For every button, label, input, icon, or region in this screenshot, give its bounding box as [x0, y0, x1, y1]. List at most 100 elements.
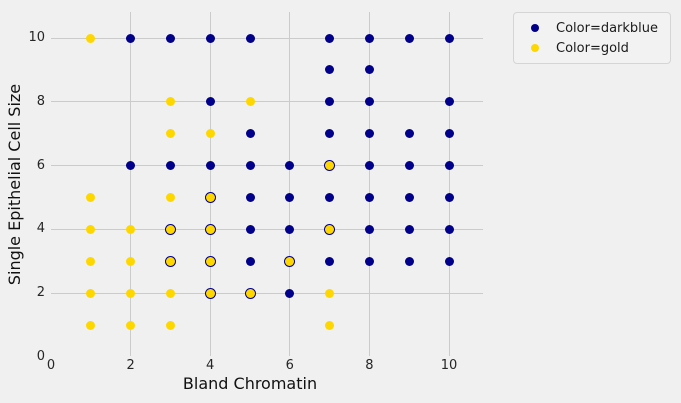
x-tick-label: 6 — [285, 358, 294, 373]
y-axis-label: Single Epithelial Cell Size — [5, 83, 25, 285]
data-point-gold — [86, 224, 96, 234]
data-point-darkblue — [325, 193, 335, 202]
gridline-vertical — [448, 12, 450, 356]
data-point-gold — [325, 288, 335, 298]
legend: Color=darkblue Color=gold — [513, 12, 671, 64]
data-point-gold — [165, 193, 175, 202]
data-point-gold — [245, 288, 255, 298]
data-point-gold — [86, 288, 96, 298]
legend-label-darkblue: Color=darkblue — [556, 20, 659, 36]
data-point-gold — [86, 256, 96, 266]
data-point-darkblue — [444, 256, 454, 266]
data-point-gold — [205, 129, 215, 139]
data-point-darkblue — [364, 161, 374, 171]
data-point-gold — [245, 97, 255, 107]
data-point-gold — [86, 193, 96, 202]
data-point-gold — [126, 224, 136, 234]
y-tick-label: 10 — [28, 30, 45, 45]
data-point-darkblue — [364, 224, 374, 234]
gridline-vertical — [209, 12, 211, 356]
data-point-darkblue — [444, 129, 454, 139]
data-point-gold — [126, 320, 136, 330]
data-point-darkblue — [404, 224, 414, 234]
y-tick-label: 4 — [36, 221, 45, 237]
y-tick-label: 8 — [36, 93, 45, 109]
legend-marker-darkblue-icon — [531, 24, 539, 32]
data-point-darkblue — [404, 33, 414, 43]
gridline-horizontal — [51, 37, 483, 39]
data-point-gold — [325, 161, 335, 171]
data-point-darkblue — [205, 33, 215, 43]
data-point-darkblue — [325, 97, 335, 107]
data-point-darkblue — [285, 161, 295, 171]
data-point-darkblue — [444, 33, 454, 43]
data-point-darkblue — [364, 193, 374, 202]
data-point-darkblue — [245, 161, 255, 171]
data-point-darkblue — [404, 129, 414, 139]
data-point-gold — [86, 320, 96, 330]
y-axis-label-wrap: Single Epithelial Cell Size — [0, 12, 30, 356]
data-point-gold — [165, 97, 175, 107]
plot-area — [51, 12, 483, 356]
data-point-darkblue — [444, 193, 454, 202]
data-point-darkblue — [245, 33, 255, 43]
data-point-gold — [325, 224, 335, 234]
data-point-darkblue — [126, 33, 136, 43]
data-point-darkblue — [165, 33, 175, 43]
legend-entry-gold: Color=gold — [522, 38, 660, 58]
data-point-darkblue — [364, 129, 374, 139]
data-point-darkblue — [245, 193, 255, 202]
x-tick-label: 0 — [46, 358, 56, 373]
legend-entry-darkblue: Color=darkblue — [522, 18, 660, 38]
data-point-gold — [205, 256, 215, 266]
data-point-darkblue — [205, 161, 215, 171]
data-point-darkblue — [444, 97, 454, 107]
data-point-darkblue — [245, 256, 255, 266]
data-point-gold — [165, 288, 175, 298]
data-point-darkblue — [325, 33, 335, 43]
data-point-gold — [165, 129, 175, 139]
data-point-gold — [205, 193, 215, 202]
data-point-darkblue — [404, 161, 414, 171]
gridline-horizontal — [51, 165, 483, 167]
data-point-darkblue — [285, 193, 295, 202]
data-point-darkblue — [364, 97, 374, 107]
y-tick-label: 2 — [36, 285, 45, 301]
data-point-gold — [205, 288, 215, 298]
data-point-gold — [165, 224, 175, 234]
x-tick-label: 10 — [440, 358, 458, 373]
data-point-gold — [205, 224, 215, 234]
data-point-darkblue — [165, 161, 175, 171]
data-point-gold — [325, 320, 335, 330]
data-point-darkblue — [404, 256, 414, 266]
data-point-darkblue — [325, 256, 335, 266]
data-point-gold — [86, 33, 96, 43]
gridline-horizontal — [51, 228, 483, 230]
y-tick-label: 6 — [36, 157, 45, 173]
data-point-darkblue — [285, 224, 295, 234]
data-point-gold — [165, 320, 175, 330]
data-point-gold — [285, 256, 295, 266]
data-point-darkblue — [364, 33, 374, 43]
legend-marker-gold-icon — [531, 44, 539, 52]
x-tick-label: 2 — [126, 358, 135, 373]
gridline-horizontal — [51, 101, 483, 103]
data-point-gold — [165, 256, 175, 266]
data-point-darkblue — [364, 256, 374, 266]
data-point-darkblue — [245, 224, 255, 234]
data-point-darkblue — [444, 161, 454, 171]
gridline-vertical — [289, 12, 291, 356]
data-point-gold — [126, 256, 136, 266]
data-point-darkblue — [205, 97, 215, 107]
data-point-darkblue — [285, 288, 295, 298]
data-point-darkblue — [364, 65, 374, 75]
data-point-darkblue — [245, 129, 255, 139]
gridline-vertical — [130, 12, 132, 356]
gridline-horizontal — [51, 292, 483, 294]
x-tick-label: 4 — [206, 358, 215, 373]
x-axis-label: Bland Chromatin — [182, 374, 318, 393]
data-point-darkblue — [404, 193, 414, 202]
data-point-darkblue — [444, 224, 454, 234]
y-tick-label: 0 — [36, 349, 45, 364]
